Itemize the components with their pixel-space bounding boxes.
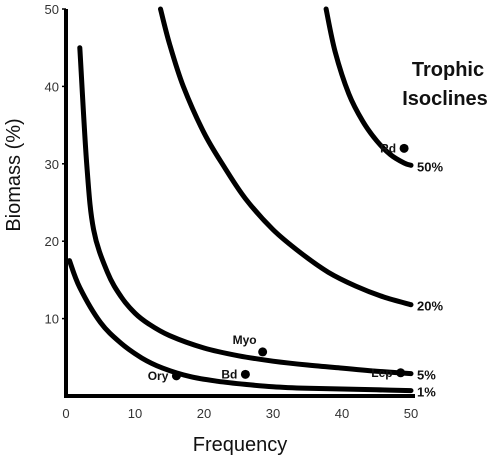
x-tick-label: 30 <box>266 406 280 421</box>
isocline-labels: 1% 5% 20% 50% <box>417 159 443 399</box>
chart-title-line-1: Trophic <box>412 59 484 81</box>
y-tick-label: 50 <box>45 2 59 17</box>
species-point-label: Rd <box>380 141 396 155</box>
y-tick-label: 20 <box>45 234 59 249</box>
species-point-label: Bd <box>221 367 237 381</box>
isocline-label: 20% <box>417 299 443 314</box>
species-point <box>171 371 181 381</box>
isocline-curves <box>67 6 414 394</box>
isocline-label: 5% <box>417 368 436 383</box>
y-tick-labels: 10 20 30 40 50 <box>45 2 66 327</box>
species-point-label: Myo <box>233 333 257 347</box>
species-point <box>240 369 250 379</box>
y-tick-label: 10 <box>45 312 59 327</box>
isocline-curve <box>77 45 414 377</box>
x-tick-label: 40 <box>335 406 349 421</box>
x-tick-label: 10 <box>128 406 142 421</box>
x-tick-label: 50 <box>404 406 418 421</box>
species-point <box>399 143 409 153</box>
species-points: Rd Myo Lep Bd Ory <box>148 141 409 383</box>
species-point-label: Lep <box>371 366 392 380</box>
y-axis-title: Biomass (%) <box>3 118 25 231</box>
y-tick-label: 40 <box>45 79 59 94</box>
isocline-curve <box>67 258 414 394</box>
isocline-label: 50% <box>417 159 443 174</box>
x-tick-labels: 0 10 20 30 40 50 <box>62 406 418 421</box>
species-point-label: Ory <box>148 369 169 383</box>
x-axis-title: Frequency <box>193 434 288 456</box>
species-point <box>396 368 406 378</box>
axes <box>64 9 415 398</box>
isocline-label: 1% <box>417 385 436 400</box>
x-tick-label: 20 <box>197 406 211 421</box>
species-point <box>258 347 268 357</box>
y-tick-label: 30 <box>45 157 59 172</box>
chart-title-line-2: Isoclines <box>402 88 488 110</box>
isocline-curve <box>158 6 414 308</box>
isocline-curve <box>323 6 414 168</box>
x-tick-label: 0 <box>62 406 69 421</box>
